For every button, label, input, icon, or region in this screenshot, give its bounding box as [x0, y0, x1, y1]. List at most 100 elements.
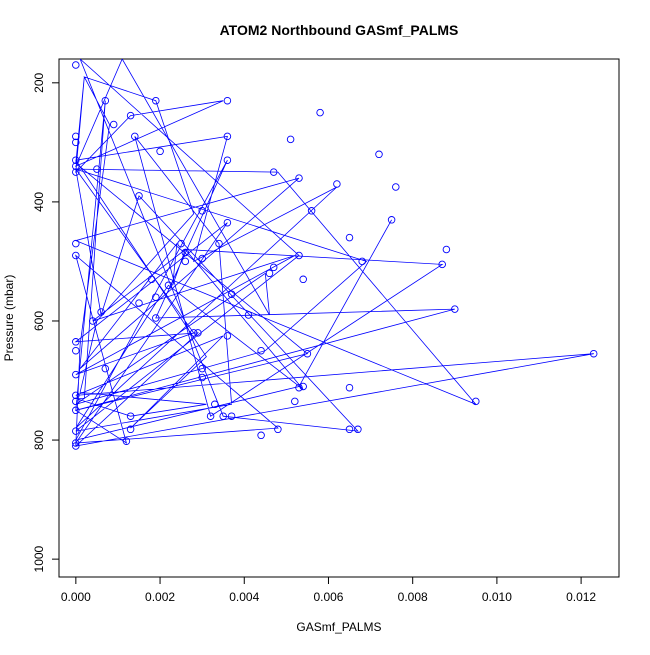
x-tick-label: 0.010	[482, 590, 512, 604]
data-point	[101, 364, 110, 373]
data-point	[72, 442, 80, 450]
data-point	[126, 425, 135, 434]
x-tick-label: 0.012	[566, 590, 596, 604]
data-point	[152, 293, 160, 301]
data-point	[345, 425, 354, 434]
y-tick-label: 800	[32, 430, 46, 450]
data-point	[72, 397, 80, 406]
data-point	[375, 150, 383, 159]
data-point	[269, 168, 278, 176]
data-point	[198, 364, 206, 373]
data-point	[152, 96, 160, 105]
chart-title: ATOM2 Northbound GASmf_PALMS	[220, 22, 459, 38]
data-point	[274, 425, 282, 434]
data-point	[152, 314, 160, 322]
data-point	[299, 382, 307, 391]
data-point	[206, 412, 215, 420]
data-point	[72, 162, 80, 170]
data-point	[223, 156, 232, 164]
data-point	[299, 275, 307, 284]
data-point	[72, 132, 80, 141]
y-tick-label: 200	[32, 72, 46, 92]
data-point	[101, 96, 110, 105]
x-axis-label: GASmf_PALMS	[296, 620, 381, 634]
data-point	[135, 299, 143, 307]
data-point	[198, 207, 206, 215]
data-point	[286, 135, 295, 144]
data-point	[295, 251, 303, 260]
data-point	[189, 329, 198, 337]
data-point	[472, 397, 480, 406]
data-point	[72, 156, 80, 164]
data-point	[307, 207, 316, 215]
data-point	[358, 257, 366, 266]
data-point	[223, 96, 232, 105]
data-point	[181, 248, 190, 257]
data-point	[244, 311, 253, 319]
data-point	[198, 373, 206, 382]
series-line-0	[74, 59, 594, 447]
data-point	[345, 233, 354, 242]
x-tick-label: 0.008	[398, 590, 428, 604]
data-point	[295, 383, 303, 392]
data-point	[257, 346, 265, 355]
data-point	[72, 346, 80, 355]
x-axis: 0.000 0.002 0.004 0.006 0.008 0.010 0.012	[61, 576, 596, 604]
data-point	[156, 147, 164, 156]
y-tick-label: 1000	[32, 545, 46, 572]
data-point	[223, 218, 232, 227]
y-tick-label: 400	[32, 192, 46, 212]
data-point	[72, 61, 80, 69]
data-point	[291, 397, 299, 406]
data-point	[198, 254, 206, 263]
data-point	[589, 349, 598, 358]
data-point	[223, 132, 232, 141]
data-point	[126, 111, 135, 120]
data-point	[93, 165, 101, 173]
data-point	[219, 412, 227, 420]
data-point	[223, 332, 232, 340]
data-point	[215, 239, 223, 248]
data-point	[147, 275, 156, 284]
data-point	[126, 412, 135, 420]
data-point	[72, 439, 80, 447]
data-point	[72, 370, 80, 379]
data-point	[333, 180, 341, 188]
data-point	[88, 317, 97, 325]
data-point	[72, 168, 80, 176]
data-point	[177, 239, 185, 248]
data-point	[72, 239, 80, 248]
y-axis: 200 400 600 800 1000	[32, 72, 60, 572]
data-point	[72, 338, 80, 346]
x-tick-label: 0.004	[229, 590, 259, 604]
data-point	[122, 437, 131, 445]
data-point	[442, 245, 451, 254]
x-tick-label: 0.002	[145, 590, 175, 604]
data-point	[72, 138, 80, 147]
data-point	[72, 427, 80, 435]
data-point	[387, 216, 396, 224]
data-point	[181, 257, 190, 266]
data-point	[295, 174, 303, 182]
data-point	[72, 251, 80, 260]
y-axis-label: Pressure (mbar)	[2, 275, 16, 362]
data-point	[211, 400, 219, 409]
data-point	[164, 281, 173, 290]
x-tick-label: 0.006	[313, 590, 343, 604]
data-point	[97, 308, 105, 316]
series-points	[72, 61, 598, 450]
data-point	[135, 192, 143, 200]
data-point	[72, 406, 80, 415]
data-point	[265, 269, 274, 278]
y-tick-label: 600	[32, 311, 46, 331]
data-point	[451, 305, 459, 313]
data-point	[227, 412, 236, 420]
data-point	[303, 349, 312, 358]
data-point	[345, 383, 354, 392]
x-tick-label: 0.000	[61, 590, 91, 604]
data-point	[438, 260, 446, 269]
data-point	[269, 263, 278, 272]
data-point	[72, 391, 80, 400]
